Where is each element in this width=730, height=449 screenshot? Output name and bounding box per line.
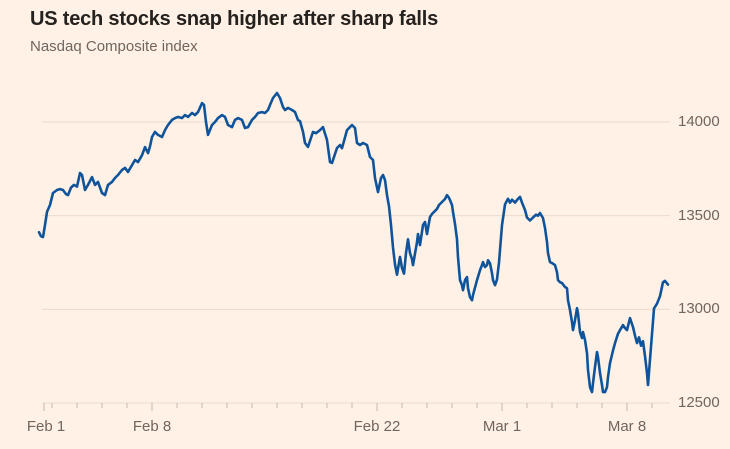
y-axis-label: 12500 — [678, 394, 720, 411]
x-axis-ticks — [43, 403, 653, 411]
chart-subtitle: Nasdaq Composite index — [30, 38, 198, 55]
x-axis-label: Mar 1 — [482, 418, 522, 435]
y-axis-label: 14000 — [678, 113, 720, 130]
x-axis-label: Mar 8 — [607, 418, 647, 435]
price-line — [37, 91, 670, 394]
x-axis-label: Feb 1 — [26, 418, 66, 435]
gridlines — [42, 121, 670, 404]
chart-title: US tech stocks snap higher after sharp f… — [30, 8, 438, 30]
y-axis-label: 13500 — [678, 206, 720, 224]
x-axis-label: Feb 8 — [132, 418, 172, 435]
y-axis-label: 13000 — [678, 300, 720, 318]
x-axis-label: Feb 22 — [353, 418, 401, 435]
